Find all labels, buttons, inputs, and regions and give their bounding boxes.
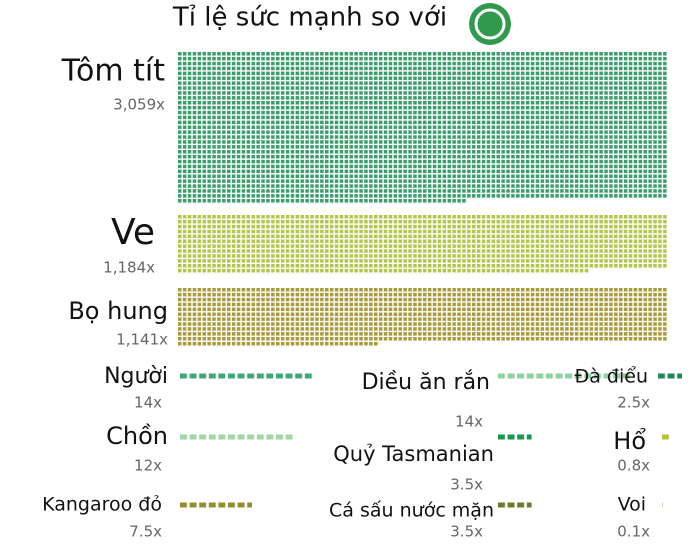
animal-label: Người [104,364,168,389]
dot-row [498,502,532,508]
chart-title: Tỉ lệ sức mạnh so với [172,3,447,33]
dot-row [180,502,252,508]
value-label: 3,059x [113,96,165,114]
value-label: 3.5x [450,523,483,541]
value-label: 12x [134,457,162,475]
dot-block [178,215,668,274]
animal-label: Quỷ Tasmanian [333,442,494,466]
dot-row [180,434,296,440]
dot-block [178,288,668,347]
value-label: 14x [455,413,483,431]
value-label: 14x [134,394,162,412]
dot-row [658,373,682,379]
dot-row [498,434,532,440]
value-label: 7.5x [129,523,162,541]
dot-row [180,373,315,379]
value-label: 2.5x [617,394,650,412]
dot-row [498,373,633,379]
animal-label: Cá sấu nước mặn [329,500,494,522]
animal-label: Tôm tít [61,54,166,89]
animal-label: Kangaroo đỏ [42,494,162,516]
dot-row [662,434,670,440]
dot-row [662,502,663,508]
animal-label: Bọ hung [68,297,168,325]
value-label: 0.8x [617,457,650,475]
value-label: 1,141x [116,331,168,349]
dot-block [178,52,668,204]
animal-label: Chồn [106,422,168,450]
animal-label: Voi [618,494,646,516]
animal-label: Diều ăn rắn [362,370,490,395]
value-label: 0.1x [617,523,650,541]
value-label: 1,184x [103,259,155,277]
animal-label: Ve [111,212,155,253]
animal-label: Đà điểu [575,366,648,388]
animal-label: Hổ [613,427,646,455]
value-label: 3.5x [450,476,483,494]
logo-ring [474,8,506,40]
